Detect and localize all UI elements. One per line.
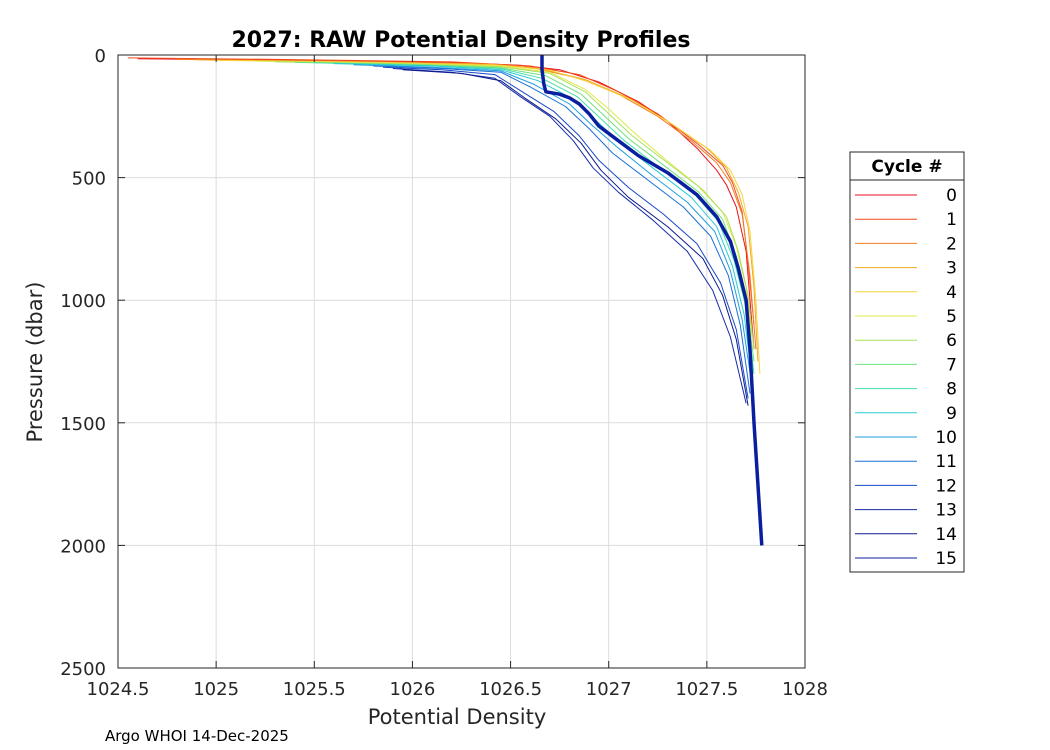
series-line-cycle-14: [402, 69, 749, 406]
x-axis-ticks: 1024.5 1025 1025.5 1026 1026.5 1027 1027.5 1028: [87, 55, 828, 700]
series-line-cycle-12: [382, 66, 749, 399]
legend-label: 14: [935, 525, 957, 545]
plot-frame: [117, 54, 806, 669]
series-line-cycle-8: [314, 62, 755, 374]
series-line-cycle-15: [540, 55, 764, 546]
legend-label: 3: [946, 259, 957, 279]
y-tick-label: 2500: [60, 659, 106, 680]
series-line-cycle-10: [353, 64, 753, 387]
series-line-cycle-13: [392, 68, 747, 404]
legend-label: 2: [946, 234, 957, 254]
y-tick-label: 0: [95, 46, 106, 67]
series-line-cycle-1: [127, 57, 755, 325]
legend-label: 5: [946, 307, 957, 327]
legend-label: 15: [935, 549, 957, 569]
y-axis-label: Pressure (dbar): [23, 282, 47, 443]
legend-label: 12: [935, 476, 957, 496]
x-tick-label: 1025.5: [283, 679, 346, 700]
chart-title: 2027: RAW Potential Density Profiles: [232, 28, 691, 53]
legend-label: 13: [935, 501, 957, 521]
x-tick-label: 1027: [586, 679, 632, 700]
x-tick-label: 1025: [193, 679, 239, 700]
legend-title: Cycle #: [871, 157, 942, 177]
x-tick-label: 1026: [390, 679, 436, 700]
y-tick-label: 2000: [60, 536, 106, 557]
x-tick-label: 1026.5: [479, 679, 542, 700]
y-tick-label: 1500: [60, 414, 106, 435]
legend-label: 0: [946, 186, 957, 206]
y-axis-ticks: 0 500 1000 1500 2000 2500: [60, 46, 805, 680]
x-tick-label: 1024.5: [87, 679, 150, 700]
series-line-cycle-6: [274, 61, 755, 350]
legend-label: 8: [946, 380, 957, 400]
footer-annotation: Argo WHOI 14-Dec-2025: [105, 727, 289, 745]
x-axis-label: Potential Density: [368, 705, 547, 729]
legend-label: 1: [946, 210, 957, 230]
legend-box: [849, 151, 965, 573]
series-line-cycle-4: [216, 59, 761, 374]
legend-label: 6: [946, 331, 957, 351]
legend-label: 4: [946, 283, 957, 303]
profile-lines: [127, 55, 764, 546]
y-tick-label: 500: [72, 169, 106, 190]
x-tick-label: 1028: [782, 679, 828, 700]
x-tick-label: 1027.5: [675, 679, 738, 700]
series-line-cycle-11: [373, 65, 751, 394]
legend-label: 9: [946, 404, 957, 424]
legend-label: 11: [935, 452, 957, 472]
legend-label: 10: [935, 428, 957, 448]
legend-label: 7: [946, 355, 957, 375]
y-tick-label: 1000: [60, 291, 106, 312]
